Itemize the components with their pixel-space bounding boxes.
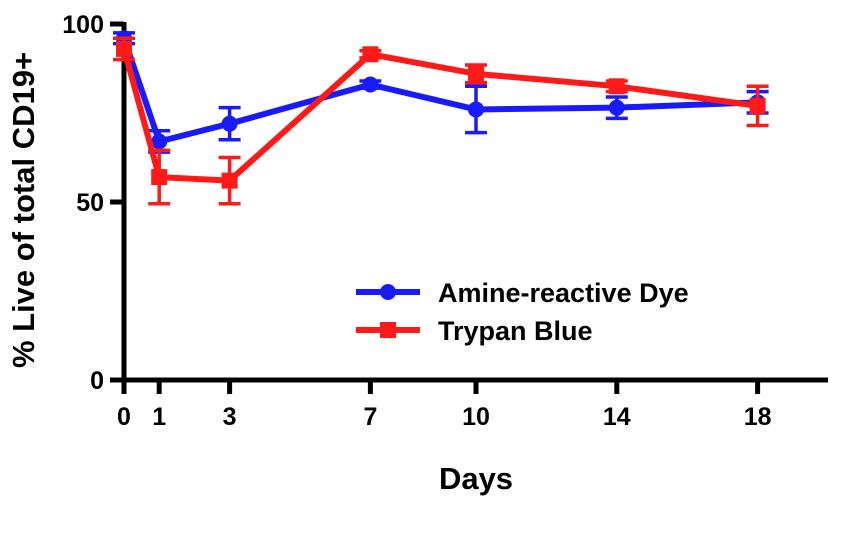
x-tick-label: 14: [603, 403, 631, 431]
x-tick-label: 3: [223, 403, 237, 431]
series-layer: [113, 30, 769, 206]
data-point: [221, 115, 238, 132]
legend-item-trypan-blue: Trypan Blue: [356, 316, 593, 346]
legend-marker: [380, 322, 396, 338]
legend-label: Amine-reactive Dye: [438, 278, 689, 308]
y-axis-title: % Live of total CD19+: [6, 52, 41, 368]
data-point: [749, 97, 766, 114]
legend-item-amine-reactive-dye: Amine-reactive Dye: [356, 278, 689, 308]
legend-label: Trypan Blue: [438, 316, 593, 346]
y-tick-label: 50: [76, 189, 104, 217]
y-tick-label: 100: [62, 11, 104, 39]
data-point: [221, 172, 238, 189]
x-tick-label: 0: [117, 403, 131, 431]
data-point: [151, 169, 168, 186]
x-tick-label: 7: [363, 403, 377, 431]
series-line: [121, 48, 759, 184]
data-point: [608, 99, 625, 116]
data-point: [116, 40, 132, 57]
data-point: [362, 76, 379, 93]
data-point: [608, 78, 625, 95]
data-point: [151, 133, 168, 150]
x-tick-label: 10: [462, 403, 490, 431]
data-point: [362, 46, 379, 63]
x-tick-label: 18: [744, 403, 772, 431]
legend-marker: [380, 284, 396, 300]
series-trypan-blue: [113, 36, 769, 206]
data-point: [468, 65, 484, 82]
y-tick-label: 0: [90, 367, 104, 395]
data-point: [468, 101, 484, 118]
x-tick-label: 1: [152, 403, 166, 431]
legend: Amine-reactive Dye Trypan Blue: [356, 278, 689, 346]
x-axis-title: Days: [439, 461, 513, 496]
